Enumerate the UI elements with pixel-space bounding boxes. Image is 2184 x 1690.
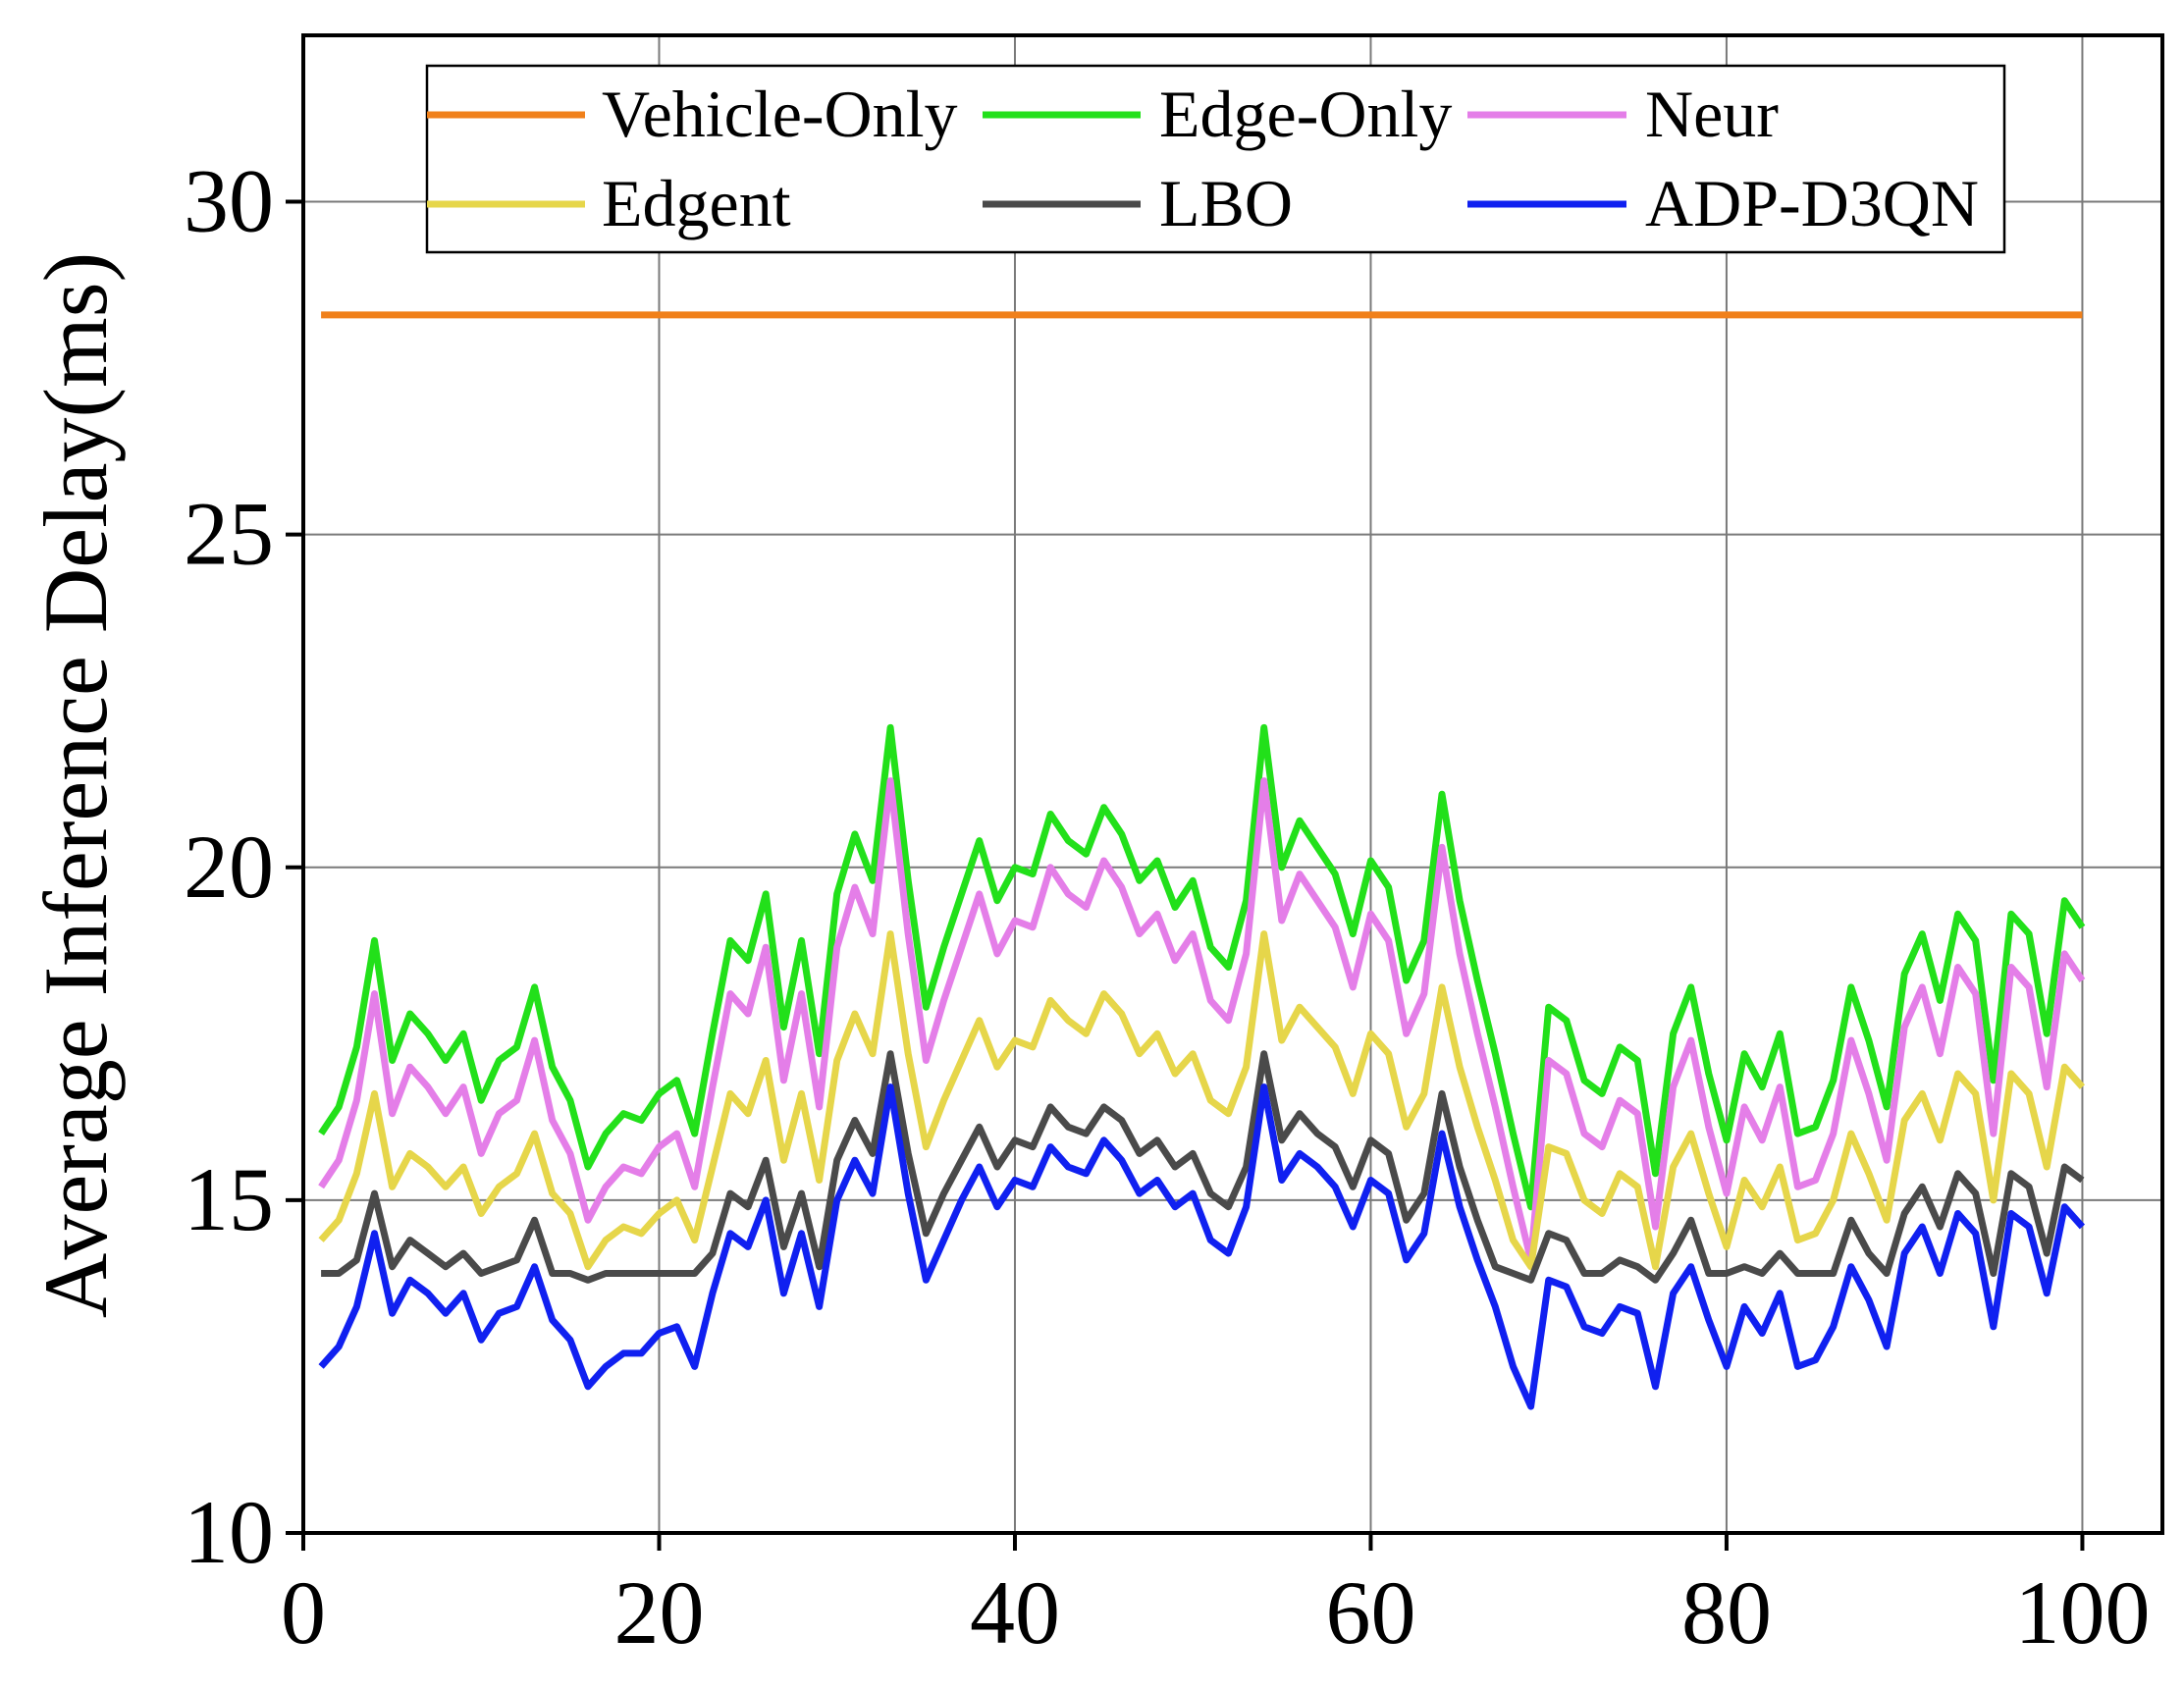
series-line-lbo <box>321 1050 2085 1284</box>
series-line-edge-only <box>318 723 2086 1211</box>
x-tick-label: 20 <box>613 1562 704 1663</box>
legend-label-adp-d3qn: ADP-D3QN <box>1645 166 1979 240</box>
x-tick-label: 100 <box>2014 1562 2150 1663</box>
y-tick-label: 30 <box>184 151 274 251</box>
x-tick-label: 40 <box>970 1562 1060 1663</box>
legend-label-lbo: LBO <box>1159 166 1293 240</box>
series-line-adp-d3qn <box>318 1083 2086 1410</box>
y-tick-label: 25 <box>184 484 274 584</box>
legend-label-vehicle-only: Vehicle-Only <box>602 77 958 151</box>
x-tick-label: 0 <box>281 1562 326 1663</box>
legend-label-neur: Neur <box>1645 77 1779 151</box>
x-tick-label: 80 <box>1681 1562 1772 1663</box>
series-line-edgent <box>318 930 2086 1271</box>
legend: Vehicle-Only Edge-Only Neur Edgent LBO ADP-D3… <box>425 64 2006 254</box>
y-tick-label: 15 <box>184 1149 274 1249</box>
series-lines <box>318 311 2086 1410</box>
x-tick-label: 60 <box>1325 1562 1415 1663</box>
y-axis-label: Average Inference Delay(ms) <box>26 252 126 1318</box>
axis-ticks: 0 20 40 60 80 100 10 15 20 25 30 <box>184 151 2150 1663</box>
y-tick-label: 10 <box>184 1482 274 1582</box>
plot-frame <box>301 33 2164 1535</box>
y-tick-label: 20 <box>184 817 274 917</box>
legend-label-edge-only: Edge-Only <box>1159 77 1452 151</box>
legend-label-edgent: Edgent <box>602 166 791 240</box>
grid <box>302 35 2162 1534</box>
legend-box <box>425 64 2006 254</box>
series-line-neur <box>318 777 2086 1264</box>
